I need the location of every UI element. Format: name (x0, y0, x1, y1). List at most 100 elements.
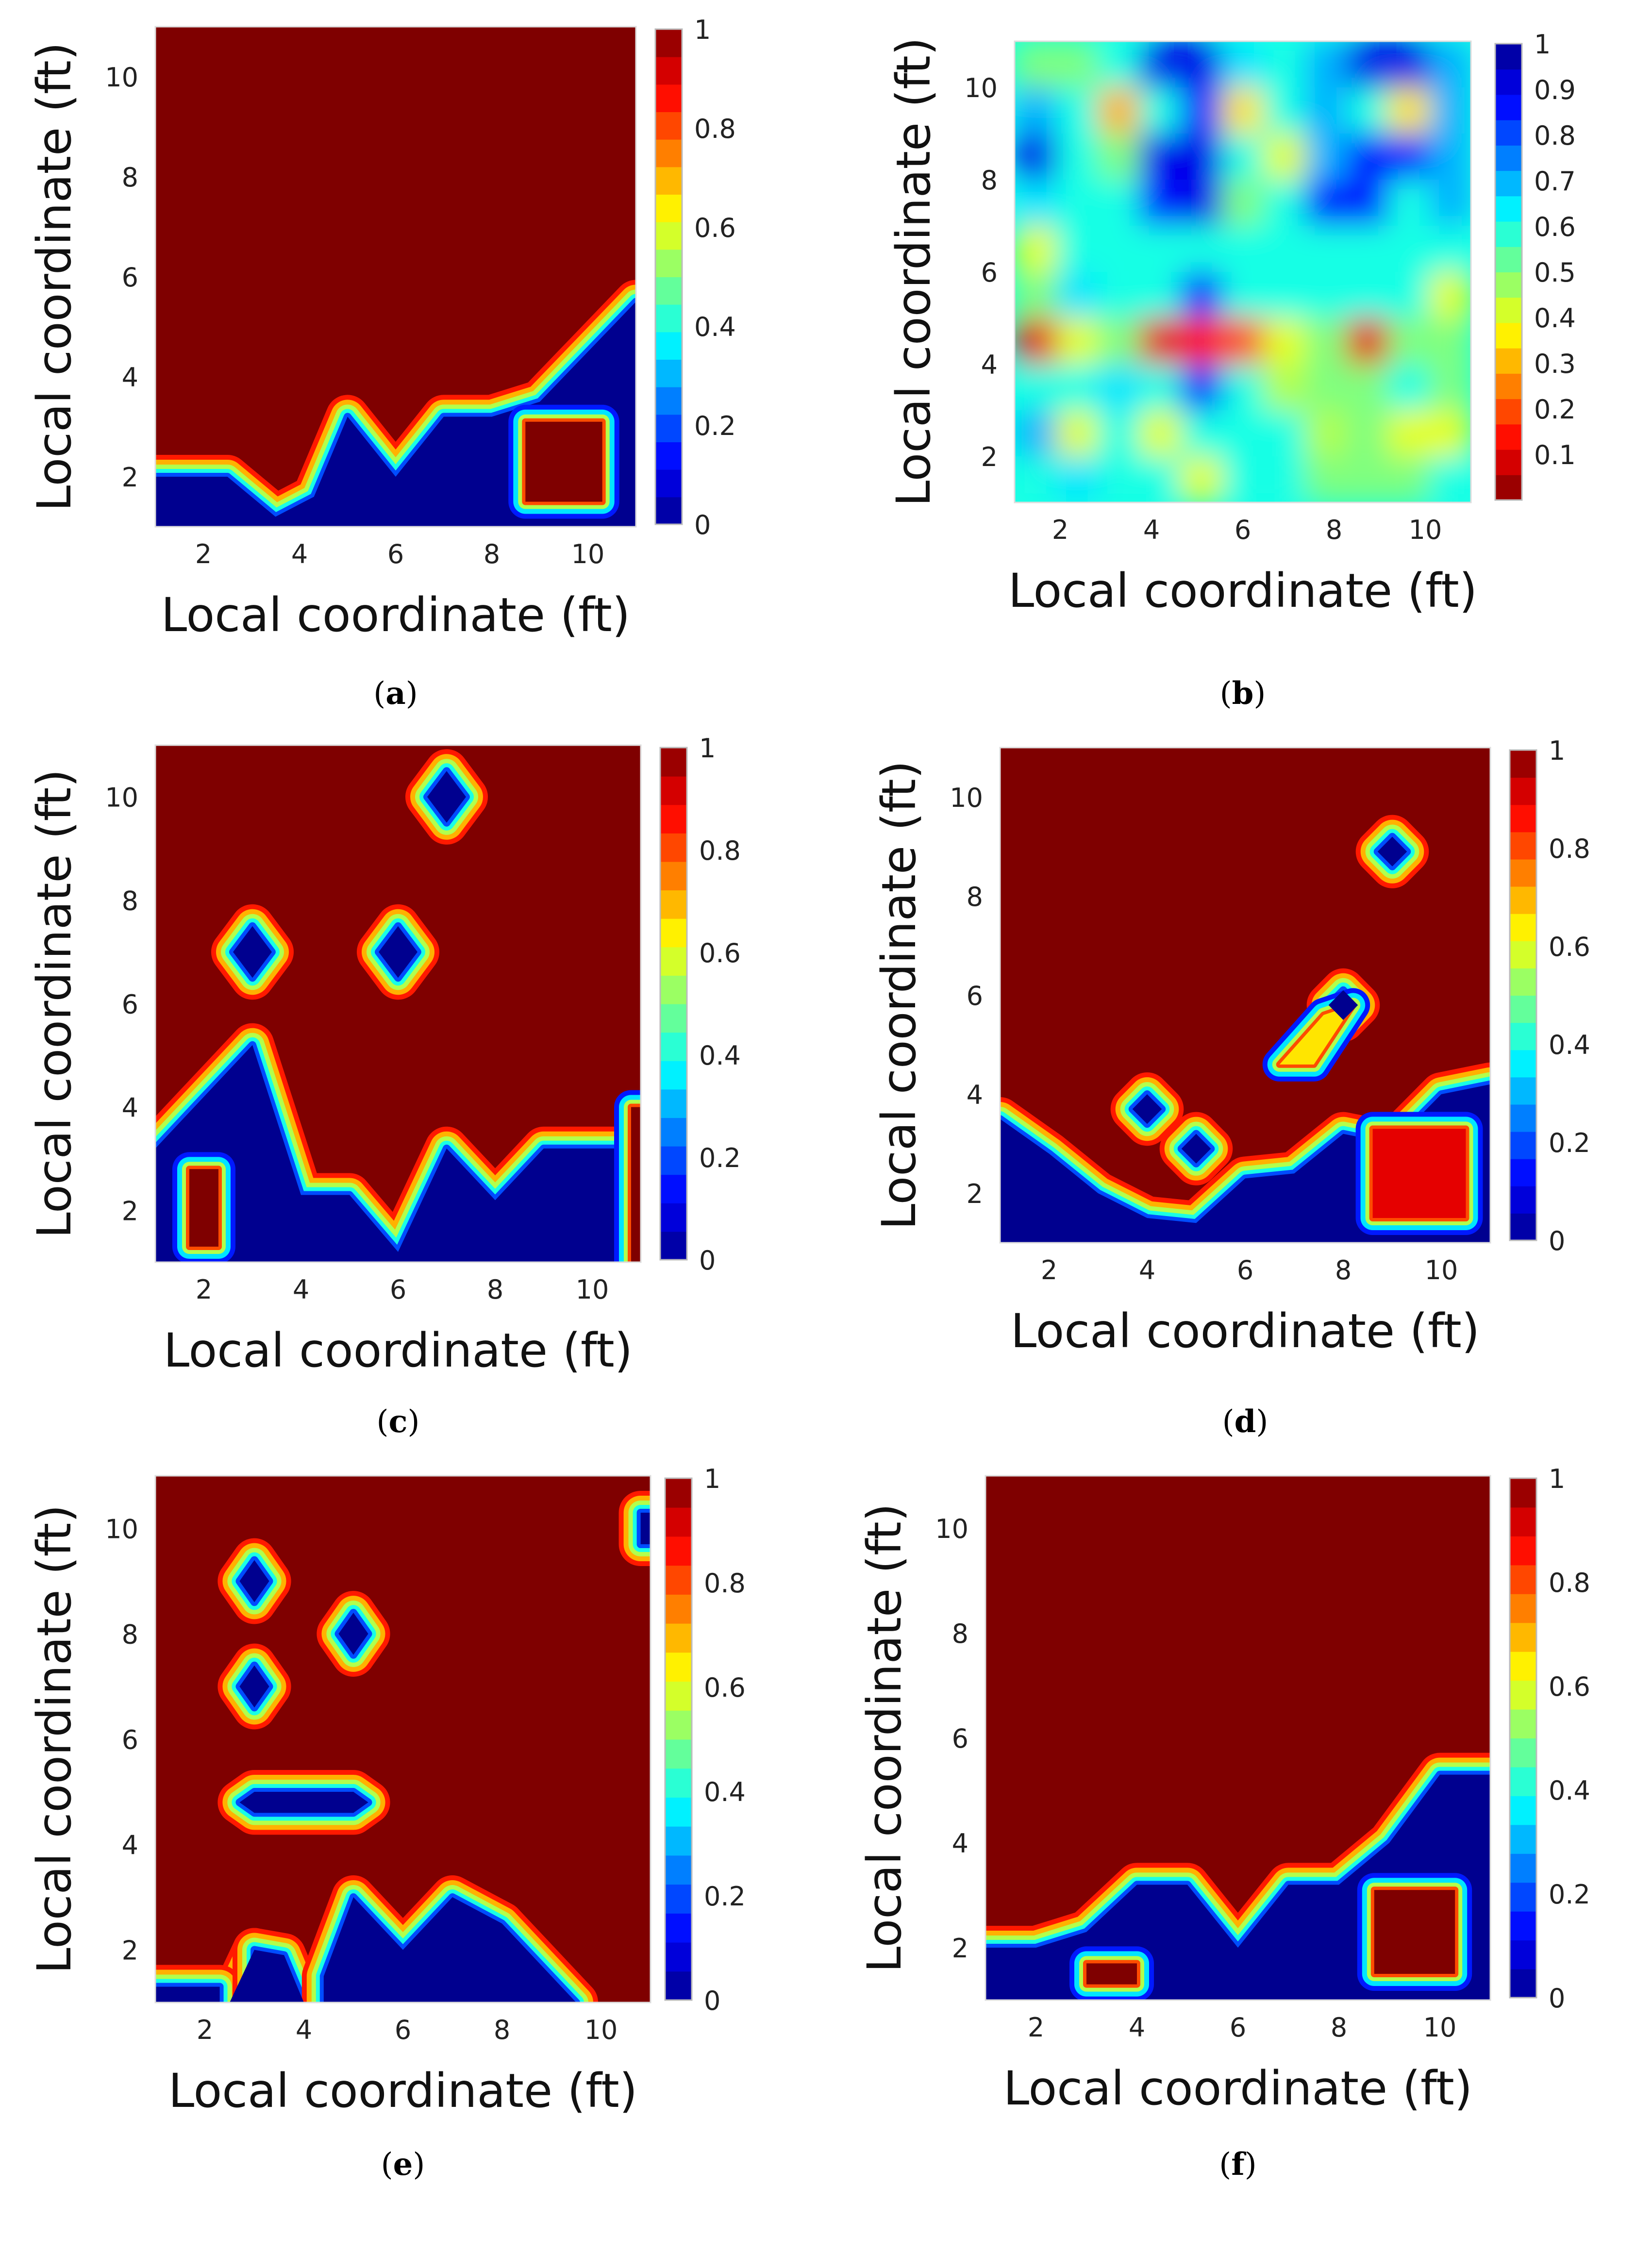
colorbar-segment (655, 249, 682, 277)
heat-cell (1097, 318, 1140, 365)
colorbar-segment (1510, 1882, 1536, 1912)
colorbar-segment (1510, 1709, 1536, 1738)
heat-cell (1015, 41, 1057, 88)
colorbar-segment (655, 359, 682, 387)
colorbar-segment (1510, 1680, 1536, 1710)
heat-cell (1015, 134, 1057, 180)
colorbar-segment (1510, 1185, 1536, 1214)
x-tick-label: 2 (1052, 515, 1068, 545)
colorbar-frame (1509, 749, 1537, 1241)
contour-region (1132, 1094, 1162, 1124)
contour-region (323, 1897, 576, 2003)
colorbar-segment (665, 1913, 692, 1943)
heat-cell (1388, 180, 1430, 226)
plot-area (155, 27, 636, 527)
colorbar-segment (660, 776, 687, 805)
contour-region (155, 1986, 220, 2003)
x-tick-label: 4 (291, 539, 308, 569)
y-axis-label: Local coordinate (ft) (27, 769, 82, 1238)
colorbar-segment (655, 139, 682, 167)
colorbar-segment (1510, 859, 1536, 887)
heat-cell (1139, 134, 1181, 180)
heat-cell (1015, 318, 1057, 365)
colorbar-frame (654, 28, 683, 525)
colorbar-segment (665, 1594, 692, 1624)
colorbar-segment (1510, 1478, 1536, 1508)
x-axis-label: Local coordinate (ft) (161, 588, 631, 642)
colorbar-segment (665, 1884, 692, 1914)
colorbar-tick-label: 1 (1549, 735, 1565, 766)
colorbar-segment (665, 1681, 692, 1711)
colorbar-segment (1495, 94, 1522, 120)
heat-cell (1429, 364, 1471, 411)
colorbar-segment (655, 167, 682, 195)
contour-region (239, 1792, 368, 1813)
contour-region (1374, 1890, 1455, 1974)
colorbar-segment (1510, 1853, 1536, 1883)
heat-cell (1222, 226, 1264, 272)
colorbar-segment (1510, 804, 1536, 833)
heat-cell (1180, 318, 1223, 365)
heat-cell (1180, 180, 1223, 226)
colorbar-tick-label: 0 (1549, 1983, 1565, 2014)
colorbar-segment (665, 1826, 692, 1856)
contour-region (1372, 1129, 1466, 1218)
heat-cell (1056, 226, 1098, 272)
colorbar-segment (660, 804, 687, 834)
heat-cell (1180, 134, 1223, 180)
y-tick-label: 4 (122, 1830, 138, 1861)
heat-cell (1139, 180, 1181, 226)
contour-region (640, 1512, 651, 1545)
colorbar-segment (1510, 750, 1536, 778)
colorbar-tick-label: 0.8 (694, 114, 736, 144)
contour-region (379, 926, 417, 978)
heat-cell (1305, 456, 1347, 502)
colorbar-segment (655, 497, 682, 525)
heat-cell (1015, 272, 1057, 318)
heat-cell (1097, 456, 1140, 502)
colorbar-segment (1510, 832, 1536, 860)
heat-cell (1346, 134, 1389, 180)
heat-cell (1388, 226, 1430, 272)
heat-cell (1305, 87, 1347, 134)
colorbar-segment (1510, 940, 1536, 968)
x-tick-label: 10 (1423, 2012, 1457, 2043)
y-tick-label: 2 (122, 1196, 138, 1227)
heat-cell (1056, 87, 1098, 134)
heat-cell (1139, 318, 1181, 365)
heat-cell (1388, 410, 1430, 457)
heat-cell (1263, 180, 1306, 226)
colorbar-tick-label: 0.6 (1534, 212, 1576, 242)
x-tick-label: 2 (195, 539, 212, 569)
colorbar-segment (655, 112, 682, 140)
heat-cell (1180, 41, 1223, 88)
colorbar-segment (1510, 1593, 1536, 1623)
heat-cell (1305, 180, 1347, 226)
x-tick-label: 6 (1237, 1255, 1253, 1285)
colorbar-segment (660, 1117, 687, 1147)
heat-cell (1015, 364, 1057, 411)
contour-region (1181, 1134, 1211, 1164)
colorbar-tick-label: 0.1 (1534, 440, 1576, 470)
colorbar-segment (1495, 246, 1522, 272)
colorbar-segment (1510, 1940, 1536, 1969)
colorbar-segment (1510, 777, 1536, 805)
panel-label: (e) (381, 2146, 425, 2183)
colorbar-tick-label: 1 (704, 1464, 720, 1494)
x-tick-label: 2 (1041, 1255, 1057, 1285)
colorbar-tick-label: 0.6 (1549, 932, 1590, 962)
x-tick-label: 10 (571, 539, 605, 569)
x-tick-label: 6 (390, 1274, 406, 1305)
colorbar-segment (1495, 348, 1522, 374)
colorbar-tick-label: 0.4 (1534, 303, 1576, 334)
heat-cell (1388, 134, 1430, 180)
colorbar-tick-label: 0.6 (694, 213, 736, 243)
heat-cell (1139, 456, 1181, 502)
colorbar-tick-label: 0.2 (1549, 1879, 1590, 1910)
colorbar-segment (1510, 913, 1536, 941)
heat-cell (1097, 87, 1140, 134)
contour-region (338, 1613, 368, 1655)
x-tick-label: 8 (1335, 1255, 1352, 1285)
y-tick-label: 4 (967, 1080, 983, 1110)
